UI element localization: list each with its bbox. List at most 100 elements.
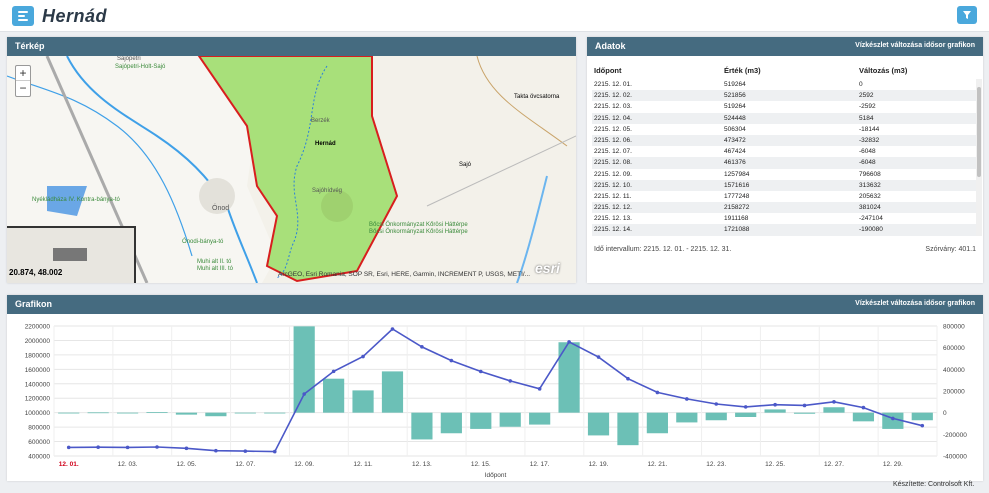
bar[interactable]	[352, 390, 374, 413]
zoom-in-button[interactable]: +	[16, 66, 30, 81]
bar[interactable]	[558, 342, 580, 413]
table-row[interactable]: 2215. 12. 14. 1721088 -190080	[592, 224, 976, 236]
data-point[interactable]	[96, 445, 100, 449]
table-row[interactable]: 2215. 12. 07. 467424 -6048	[592, 146, 976, 157]
bar[interactable]	[264, 412, 286, 414]
bar[interactable]	[823, 407, 845, 413]
bar[interactable]	[381, 371, 404, 413]
data-point[interactable]	[537, 387, 542, 391]
y-left-tick-label: 1200000	[25, 396, 51, 403]
series-line	[68, 328, 923, 453]
bar[interactable]	[470, 412, 492, 429]
bar[interactable]	[529, 412, 551, 425]
bar[interactable]	[87, 412, 109, 414]
overview-map[interactable]	[7, 226, 136, 283]
row-change: 0	[859, 81, 863, 88]
bar[interactable]	[411, 412, 433, 440]
table-row[interactable]: 2215. 12. 02. 521856 2592	[592, 90, 976, 102]
table-row[interactable]: 2215. 12. 01. 519264 0	[592, 79, 976, 90]
bar[interactable]	[646, 412, 668, 434]
data-point[interactable]	[331, 369, 336, 374]
table-row[interactable]: 2215. 12. 10. 1571616 313632	[592, 179, 976, 191]
map-view[interactable]: Sajópetri Sajópetri-Holt-Sajó Berzék Her…	[7, 56, 576, 283]
data-point[interactable]	[302, 392, 306, 396]
row-value: 1777248	[724, 192, 750, 200]
data-point[interactable]	[567, 340, 571, 344]
data-point[interactable]	[214, 448, 218, 453]
data-point[interactable]	[626, 376, 630, 381]
row-change: 5184	[859, 114, 874, 122]
bar[interactable]	[793, 412, 816, 414]
data-point[interactable]	[390, 327, 395, 331]
data-point[interactable]	[449, 358, 454, 363]
bar[interactable]	[323, 378, 345, 413]
bar[interactable]	[234, 412, 256, 414]
data-point[interactable]	[478, 369, 483, 374]
map-label: Ónodi-bánya-tó	[182, 239, 224, 245]
bar[interactable]	[587, 412, 610, 436]
bar[interactable]	[735, 412, 757, 417]
map-label: Sajó	[459, 162, 472, 168]
bar[interactable]	[293, 326, 315, 413]
bar[interactable]	[499, 412, 521, 427]
bar[interactable]	[205, 412, 227, 417]
data-point[interactable]	[125, 445, 130, 450]
scrollbar-thumb[interactable]	[977, 87, 981, 177]
data-point[interactable]	[596, 355, 601, 359]
table-row[interactable]: 2215. 12. 04. 524448 5184	[592, 112, 976, 124]
filter-button[interactable]	[957, 6, 977, 24]
table-scrollbar[interactable]	[976, 79, 982, 236]
data-panel-header: Adatok Vízkészlet változása idősor grafi…	[587, 37, 983, 56]
bar[interactable]	[116, 412, 139, 414]
table-row[interactable]: 2215. 12. 06. 473472 -32832	[592, 134, 976, 147]
data-point[interactable]	[832, 400, 836, 404]
bar[interactable]	[764, 409, 786, 413]
data-point[interactable]	[773, 402, 777, 407]
data-point[interactable]	[272, 449, 277, 454]
data-point[interactable]	[920, 423, 925, 428]
bar[interactable]	[146, 412, 168, 413]
bar[interactable]	[911, 412, 933, 421]
data-point[interactable]	[508, 379, 513, 383]
filter-icon	[963, 11, 971, 19]
table-row[interactable]: 2215. 12. 03. 519264 -2592	[592, 101, 976, 112]
menu-toggle-button[interactable]	[12, 6, 34, 26]
bar[interactable]	[852, 412, 875, 422]
table-row[interactable]: 2215. 12. 13. 1911168 -247104	[592, 213, 976, 224]
time-series-chart[interactable]: 2200000200000018000001600000140000012000…	[7, 314, 983, 481]
table-row[interactable]: 2215. 12. 05. 506304 -18144	[592, 124, 976, 135]
bar[interactable]	[676, 412, 698, 423]
row-value: 1571616	[724, 181, 750, 189]
data-point[interactable]	[891, 416, 895, 421]
data-point[interactable]	[243, 449, 248, 453]
data-point[interactable]	[714, 402, 719, 406]
table-row[interactable]: 2215. 12. 12. 2158272 381024	[592, 202, 976, 214]
table-row[interactable]: 2215. 12. 08. 461376 -6048	[592, 157, 976, 169]
table-row[interactable]: 2215. 12. 09. 1257984 796608	[592, 169, 976, 180]
bar[interactable]	[705, 412, 727, 421]
table-row[interactable]: 2215. 12. 11. 1777248 205632	[592, 191, 976, 202]
map-attribution: ArcGEO, Esri Romania, SOP SR, Esri, HERE…	[278, 271, 531, 278]
row-time: 2215. 12. 04.	[594, 114, 632, 122]
bar[interactable]	[58, 412, 80, 414]
bar[interactable]	[617, 412, 639, 446]
chart-panel: Grafikon Vízkészlet változása idősor gra…	[7, 295, 983, 481]
data-point[interactable]	[361, 354, 365, 359]
data-point[interactable]	[743, 405, 748, 409]
data-point[interactable]	[655, 390, 660, 395]
data-point[interactable]	[802, 403, 807, 408]
y-right-tick-label: 0	[943, 410, 947, 417]
data-table-body[interactable]: 2215. 12. 01. 519264 0 2215. 12. 02. 521856 2…	[592, 79, 976, 236]
data-point[interactable]	[420, 345, 424, 349]
bar[interactable]	[175, 412, 198, 415]
data-point[interactable]	[155, 445, 159, 449]
bar[interactable]	[440, 412, 462, 434]
data-point[interactable]	[685, 397, 689, 401]
menu-icon	[18, 11, 28, 13]
data-point[interactable]	[861, 405, 866, 410]
deviation-value: Szórvány: 401.1	[925, 246, 976, 253]
zoom-out-button[interactable]: −	[19, 81, 27, 95]
data-point[interactable]	[66, 445, 71, 450]
data-panel: Adatok Vízkészlet változása idősor grafi…	[587, 37, 983, 283]
data-point[interactable]	[184, 446, 189, 451]
